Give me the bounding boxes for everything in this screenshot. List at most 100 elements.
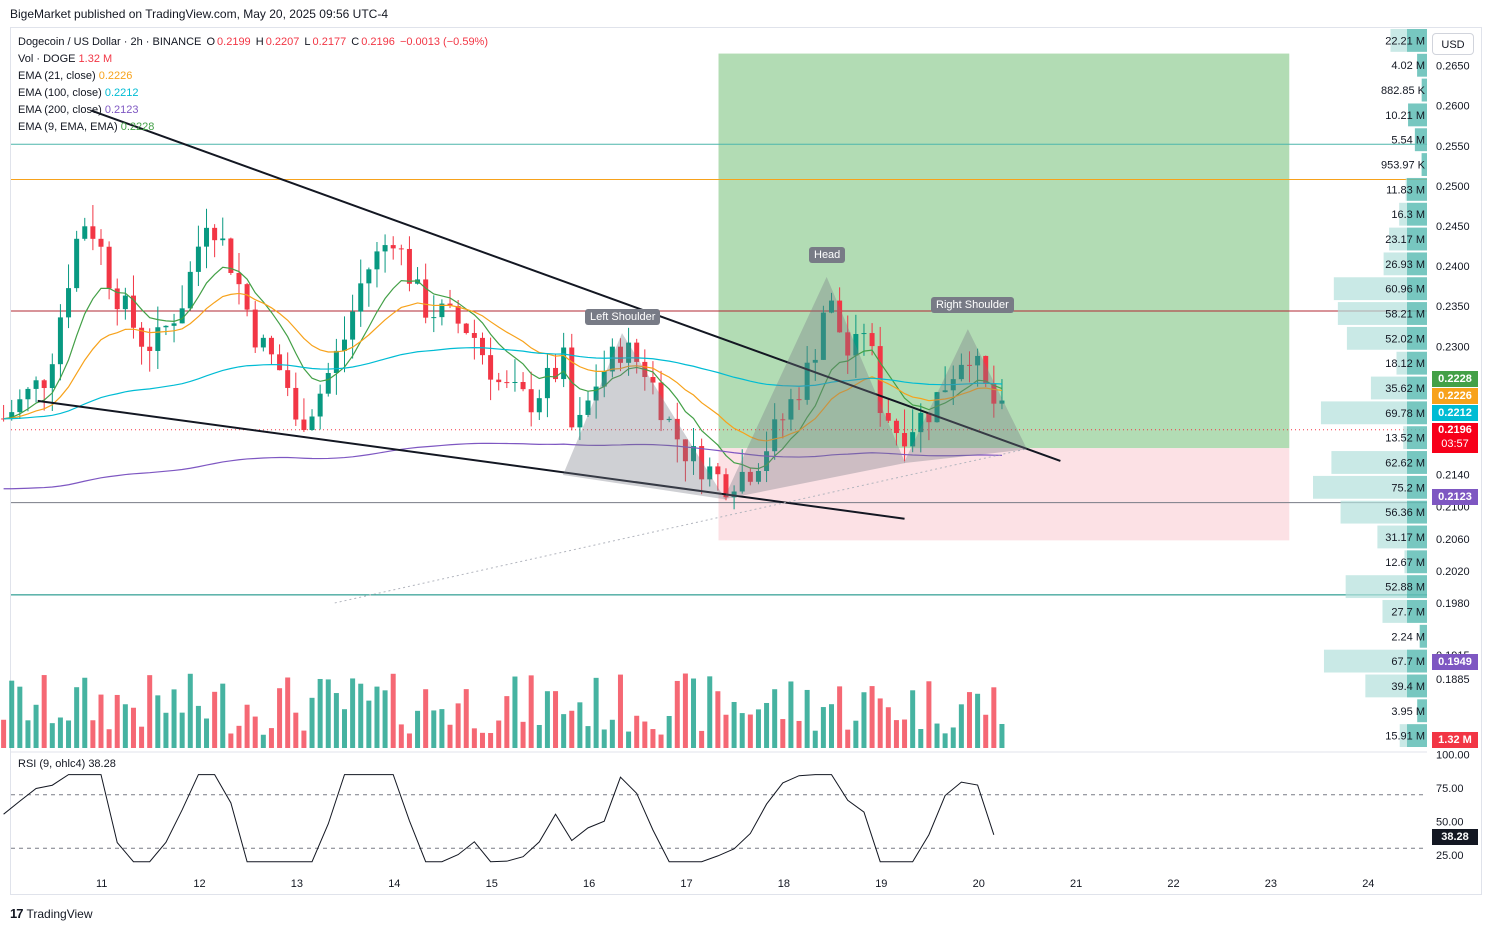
volume-profile-bar-core bbox=[1407, 326, 1427, 350]
legend-low: 0.2177 bbox=[312, 36, 347, 48]
volume-bar bbox=[747, 714, 753, 748]
legend-ema200-row[interactable]: EMA (200, close) 0.2123 bbox=[18, 102, 490, 119]
volume-profile-label: 16.3 M bbox=[1391, 209, 1425, 221]
legend-ema9-row[interactable]: EMA (9, EMA, EMA) 0.2228 bbox=[18, 119, 490, 136]
legend-high-label: H bbox=[255, 36, 264, 48]
candle-body bbox=[601, 371, 607, 387]
currency-button[interactable]: USD bbox=[1432, 33, 1474, 55]
candle-body bbox=[747, 471, 753, 482]
candle-body bbox=[666, 418, 672, 421]
last-price-tag: 0.2196 03:57 bbox=[1432, 423, 1478, 453]
rsi-price-tag: 38.28 bbox=[1432, 829, 1478, 845]
volume-bar bbox=[820, 707, 826, 748]
legend-symbol[interactable]: Dogecoin / US Dollar · 2h · BINANCE bbox=[18, 36, 202, 48]
volume-profile-label: 58.21 M bbox=[1385, 309, 1425, 321]
price-axis-tick: 0.2450 bbox=[1436, 221, 1470, 233]
candle-body bbox=[934, 392, 940, 423]
volume-profile-bar-core bbox=[1407, 674, 1427, 698]
volume-bar bbox=[463, 689, 469, 748]
candle-body bbox=[139, 327, 145, 347]
volume-profile-bar-core bbox=[1407, 525, 1427, 549]
ema9-price-tag: 0.2228 bbox=[1432, 371, 1478, 387]
candle-body bbox=[41, 380, 47, 389]
volume-profile-label: 882.85 K bbox=[1381, 85, 1426, 97]
legend-ema21-label: EMA (21, close) bbox=[18, 70, 96, 82]
time-axis-tick: 23 bbox=[1265, 878, 1277, 890]
price-axis-tick: 0.2550 bbox=[1436, 141, 1470, 153]
candle-body bbox=[358, 283, 364, 312]
volume-bar bbox=[691, 678, 697, 748]
volume-profile-bar bbox=[1340, 500, 1427, 524]
volume-profile-bar-core bbox=[1407, 177, 1427, 201]
volume-bar bbox=[415, 710, 421, 748]
volume-bar bbox=[236, 725, 242, 748]
candle-body bbox=[869, 333, 875, 347]
legend-ema100-row[interactable]: EMA (100, close) 0.2212 bbox=[18, 85, 490, 102]
candle-body bbox=[147, 346, 153, 351]
time-axis-tick: 22 bbox=[1167, 878, 1179, 890]
volume-bar bbox=[715, 691, 721, 748]
volume-profile-bar-core bbox=[1407, 426, 1427, 450]
volume-bar bbox=[66, 720, 72, 748]
legend-volume-label: Vol · DOGE bbox=[18, 53, 76, 65]
volume-bar bbox=[130, 707, 136, 748]
candle-body bbox=[431, 317, 437, 319]
volume-bar bbox=[114, 694, 120, 748]
volume-bar bbox=[674, 680, 680, 748]
candle-body bbox=[82, 226, 88, 239]
bar-countdown: 03:57 bbox=[1441, 438, 1469, 450]
volume-bar bbox=[682, 673, 688, 748]
volume-bar bbox=[333, 693, 339, 748]
volume-profile-label: 13.52 M bbox=[1385, 433, 1425, 445]
volume-bar bbox=[585, 726, 591, 748]
candle-body bbox=[691, 446, 697, 462]
volume-profile-bar-core bbox=[1414, 128, 1427, 152]
volume-profile-bar-core bbox=[1407, 29, 1427, 52]
head-label[interactable]: Head bbox=[809, 247, 846, 263]
volume-profile-bar bbox=[1346, 326, 1427, 350]
candle-body bbox=[49, 364, 55, 389]
candle-body bbox=[325, 373, 331, 394]
candle-body bbox=[585, 400, 591, 415]
legend-volume-value: 1.32 M bbox=[78, 53, 113, 65]
legend-low-label: L bbox=[304, 36, 311, 48]
volume-bar bbox=[358, 683, 364, 748]
volume-bar bbox=[374, 686, 380, 748]
candle-body bbox=[471, 333, 477, 338]
price-axis-tick: 0.1980 bbox=[1436, 598, 1470, 610]
legend-volume-row[interactable]: Vol · DOGE 1.32 M bbox=[18, 51, 490, 68]
volume-profile-bar-core bbox=[1407, 550, 1427, 574]
footer-brand[interactable]: TradingView bbox=[26, 906, 93, 921]
legend-ema21-row[interactable]: EMA (21, close) 0.2226 bbox=[18, 68, 490, 85]
volume-bar bbox=[650, 729, 656, 748]
volume-bar bbox=[593, 677, 599, 748]
volume-bar bbox=[1, 719, 7, 748]
volume-bar bbox=[536, 724, 542, 748]
volume-bar bbox=[293, 712, 299, 748]
candle-body bbox=[463, 323, 469, 334]
candle-body bbox=[561, 347, 567, 380]
price-axis-tick: 0.2600 bbox=[1436, 101, 1470, 113]
volume-profile-label: 26.93 M bbox=[1385, 259, 1425, 271]
right-shoulder-label[interactable]: Right Shoulder bbox=[931, 297, 1014, 313]
candle-body bbox=[544, 367, 550, 399]
volume-bar bbox=[699, 730, 705, 748]
legend-ema100-label: EMA (100, close) bbox=[18, 87, 102, 99]
candle-body bbox=[536, 398, 542, 413]
rsi-legend[interactable]: RSI (9, ohlc4) 38.28 bbox=[18, 758, 116, 770]
volume-bar bbox=[285, 677, 291, 748]
candle-body bbox=[885, 413, 891, 421]
volume-bar bbox=[520, 721, 526, 748]
volume-price-tag: 1.32 M bbox=[1432, 732, 1478, 748]
legend-ema9-value: 0.2228 bbox=[120, 121, 155, 133]
volume-profile-label: 22.21 M bbox=[1385, 35, 1425, 47]
left-shoulder-label[interactable]: Left Shoulder bbox=[585, 309, 661, 325]
volume-bar bbox=[893, 720, 899, 748]
volume-profile-bar bbox=[1337, 302, 1427, 325]
volume-bar bbox=[845, 729, 851, 748]
candle-body bbox=[268, 337, 274, 355]
volume-profile-bar-core bbox=[1407, 227, 1427, 251]
volume-bar bbox=[942, 733, 948, 748]
ema21-line bbox=[3, 292, 1003, 442]
